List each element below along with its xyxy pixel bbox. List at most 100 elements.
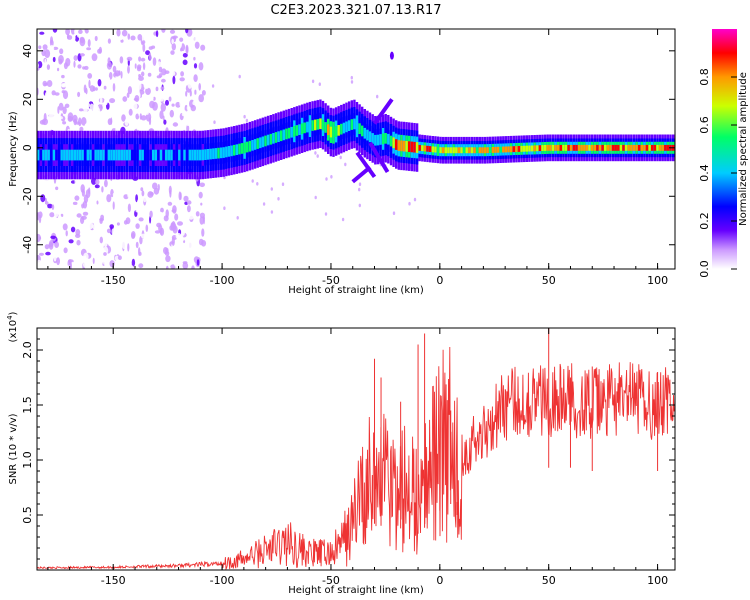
- spectrogram-noise-point: [186, 121, 191, 127]
- spectrogram-noise-point: [70, 92, 75, 100]
- spectrogram-noise-point: [96, 194, 99, 199]
- spectrogram-noise-point: [67, 35, 73, 40]
- spectrogram-noise-point: [124, 63, 128, 69]
- spectrogram-noise-point: [175, 232, 182, 240]
- snr-y-ticks: 0.5 1.0 1.5 2.0: [21, 327, 675, 560]
- spectrogram-y-axis-label: Frequency (Hz): [8, 111, 19, 187]
- x-tick-label: 100: [647, 574, 668, 587]
- spectrogram-ridge-cell: [141, 149, 144, 161]
- spectrogram-ridge-cell: [327, 124, 330, 136]
- spectrogram-noise-point: [62, 106, 67, 115]
- spectrogram-ridge-cell: [658, 144, 662, 151]
- spectrogram-noise-point: [156, 44, 160, 53]
- spectrogram-noise-point: [114, 80, 117, 86]
- x-tick-label: 0: [436, 574, 443, 587]
- spectrogram-noise-point: [164, 70, 170, 74]
- spectrogram-noise-point: [61, 231, 66, 236]
- spectrogram-ridge-cell: [154, 149, 157, 161]
- spectrogram-ridge-cell: [81, 149, 84, 161]
- spectrogram-ridge-cell: [170, 149, 173, 161]
- spectrogram-ridge-cell: [303, 122, 306, 134]
- spectrogram-noise-point: [53, 256, 57, 262]
- spectrogram-noise-point: [61, 252, 65, 260]
- spectrogram-noise-point: [160, 86, 165, 90]
- spectrogram-noise-point: [194, 118, 198, 124]
- spectrogram-noise-point: [127, 65, 130, 74]
- spectrogram-ridge-cell: [611, 144, 615, 151]
- spectrogram-noise-point: [168, 96, 172, 102]
- spectrogram-noise-point: [376, 94, 379, 99]
- spectrogram-ridge-cell: [89, 149, 92, 161]
- spectrogram-noise-point: [68, 239, 74, 244]
- spectrogram-noise-point: [281, 182, 285, 186]
- spectrogram-noise-point: [72, 34, 76, 41]
- spectrogram-noise-point: [131, 102, 138, 110]
- spectrogram-noise-point: [165, 83, 171, 91]
- spectrogram-noise-point: [79, 36, 85, 44]
- spectrogram-ridge-cell: [235, 144, 238, 155]
- spectrogram-ridge-cell: [246, 141, 249, 153]
- spectrogram-ridge-cell: [426, 145, 429, 152]
- spectrogram-noise-point: [99, 236, 104, 244]
- spectrogram-noise-point: [139, 236, 143, 245]
- spectrogram-noise-point: [123, 194, 129, 200]
- colorbar-ticks: 0.0 0.2 0.4 0.6 0.8: [698, 68, 737, 278]
- spectrogram-noise-point: [185, 46, 189, 55]
- spectrogram-ridge-cell: [564, 144, 568, 151]
- spectrogram-panel: -150 -100 -50 0 50 100 -40 -20 0 20 40 Height of …: [8, 28, 676, 296]
- colorbar-tick-label: 0.2: [698, 212, 711, 230]
- spectrogram-noise-point: [70, 262, 72, 269]
- spectrogram-noise-point: [84, 65, 89, 70]
- spectrogram-noise-point: [358, 187, 361, 192]
- spectrogram-noise-point: [170, 222, 177, 231]
- spectrogram-ridge-cell: [269, 133, 272, 145]
- spectrogram-noise-point: [172, 205, 177, 214]
- spectrogram-noise-point: [149, 264, 155, 269]
- spectrogram-noise-point: [98, 259, 103, 265]
- spectrogram-noise-point: [82, 200, 88, 209]
- spectrogram-noise-point: [79, 126, 84, 132]
- spectrogram-noise-point: [85, 87, 88, 95]
- spectrogram-noise-point: [67, 42, 72, 46]
- spectrogram-ridge-cell: [405, 141, 408, 152]
- spectrogram-noise-point: [203, 114, 206, 124]
- spectrogram-noise-point: [74, 195, 80, 201]
- spectrogram-ridge-cell: [617, 144, 620, 151]
- spectrogram-noise-point: [76, 239, 81, 246]
- spectrogram-noise-point: [109, 29, 116, 37]
- spectrogram-noise-point: [165, 99, 169, 106]
- spectrogram-noise-point: [78, 29, 83, 34]
- spectrogram-noise-point: [127, 243, 130, 252]
- spectrogram-ridge-cell: [596, 144, 599, 151]
- spectrogram-ridge-cell: [533, 145, 536, 152]
- spectrogram-noise-point: [140, 187, 144, 192]
- spectrogram-noise-point: [152, 57, 157, 66]
- spectrogram-branch: [351, 165, 372, 184]
- spectrogram-ridge-cell: [549, 144, 552, 151]
- spectrogram-noise-point: [42, 118, 48, 126]
- spectrogram-ridge-cell: [133, 149, 137, 161]
- spectrogram-noise-point: [152, 182, 158, 190]
- spectrogram-ridge-cell: [193, 149, 197, 161]
- spectrogram-noise-point: [318, 82, 321, 86]
- spectrogram-noise-point: [155, 86, 159, 92]
- spectrogram-noise-point: [177, 221, 183, 226]
- spectrogram-ridge-cell: [577, 144, 581, 151]
- spectrogram-noise-point: [48, 224, 52, 232]
- spectrogram-noise-point: [193, 63, 198, 69]
- spectrogram-noise-point: [70, 49, 77, 55]
- spectrogram-noise-point: [119, 96, 123, 103]
- spectrogram-noise-point: [191, 265, 195, 269]
- spectrogram-noise-point: [198, 83, 201, 91]
- spectrogram-ridge-cell: [57, 149, 61, 161]
- spectrogram-ridge-cell: [452, 147, 455, 154]
- spectrogram-ridge-cell: [321, 119, 325, 131]
- spectrogram-ridge-cell: [240, 143, 244, 154]
- spectrogram-noise-point: [324, 212, 328, 216]
- spectrogram-noise-point: [145, 87, 151, 96]
- colorbar-tick-label: 0.6: [698, 116, 711, 134]
- spectrogram-ridge-cell: [371, 133, 374, 144]
- spectrogram-ridge-cell: [183, 149, 186, 161]
- spectrogram-ridge-cell: [175, 149, 178, 161]
- spectrogram-noise-point: [180, 71, 185, 77]
